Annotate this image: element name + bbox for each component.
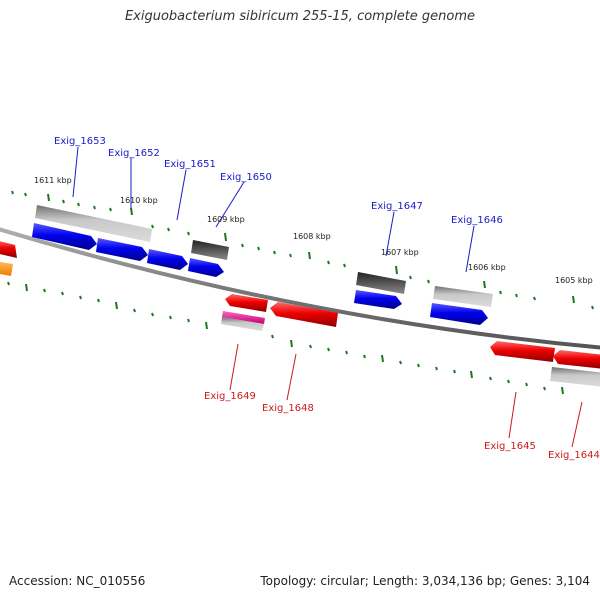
- gene-label-exig-1646: Exig_1646: [451, 215, 503, 226]
- forward-label-leaders: [72, 146, 475, 273]
- orange-feature: [0, 261, 13, 276]
- gene-label-exig-1651: Exig_1651: [164, 159, 216, 170]
- gene-label-exig-1647: Exig_1647: [371, 201, 423, 212]
- dark-feature: [356, 272, 406, 294]
- scale-label: 1606 kbp: [468, 263, 506, 272]
- gray-feature: [221, 317, 264, 331]
- scale-labels: 1611 kbp 1610 kbp 1609 kbp 1608 kbp 1607…: [34, 176, 593, 285]
- scale-label: 1608 kbp: [293, 232, 331, 241]
- gene-label-exig-1648: Exig_1648: [262, 403, 314, 414]
- reverse-cds-arrow: [0, 241, 17, 258]
- gene-label-exig-1649: Exig_1649: [204, 391, 256, 402]
- pink-feature: [222, 311, 265, 324]
- gene-label-exig-1650: Exig_1650: [220, 172, 272, 183]
- outer-tick-ring: [11, 190, 594, 310]
- reverse-cds-arrow: [225, 294, 268, 312]
- inner-tick-ring: [7, 281, 564, 395]
- gene-label-exig-1653: Exig_1653: [54, 136, 106, 147]
- scale-label: 1607 kbp: [381, 248, 419, 257]
- scale-label: 1611 kbp: [34, 176, 72, 185]
- forward-cds-arrow: [147, 249, 188, 270]
- forward-cds-arrow: [96, 238, 148, 261]
- gene-label-exig-1645: Exig_1645: [484, 441, 536, 452]
- forward-cds-arrow: [32, 223, 97, 250]
- forward-cds-arrow: [430, 303, 488, 325]
- forward-cds-arrow: [354, 290, 402, 309]
- reverse-cds-arrow: [270, 302, 338, 327]
- genome-summary-text: Topology: circular; Length: 3,034,136 bp…: [260, 574, 590, 588]
- accession-text: Accession: NC_010556: [9, 574, 146, 588]
- gray-feature: [550, 367, 600, 387]
- reverse-label-leaders: [229, 343, 583, 448]
- reverse-cds-arrow: [490, 341, 555, 362]
- scale-label: 1609 kbp: [207, 215, 245, 224]
- scale-label: 1605 kbp: [555, 276, 593, 285]
- map-title: Exiguobacterium sibiricum 255-15, comple…: [124, 9, 476, 24]
- dark-feature: [191, 240, 229, 260]
- genome-backbone: [0, 227, 600, 350]
- forward-cds-arrow: [188, 258, 224, 277]
- gray-feature: [35, 205, 152, 242]
- scale-label: 1610 kbp: [120, 196, 158, 205]
- gene-label-exig-1644: Exig_1644: [548, 450, 600, 461]
- reverse-cds-arrow: [553, 350, 600, 369]
- gene-label-exig-1652: Exig_1652: [108, 148, 160, 159]
- gray-feature: [433, 286, 493, 307]
